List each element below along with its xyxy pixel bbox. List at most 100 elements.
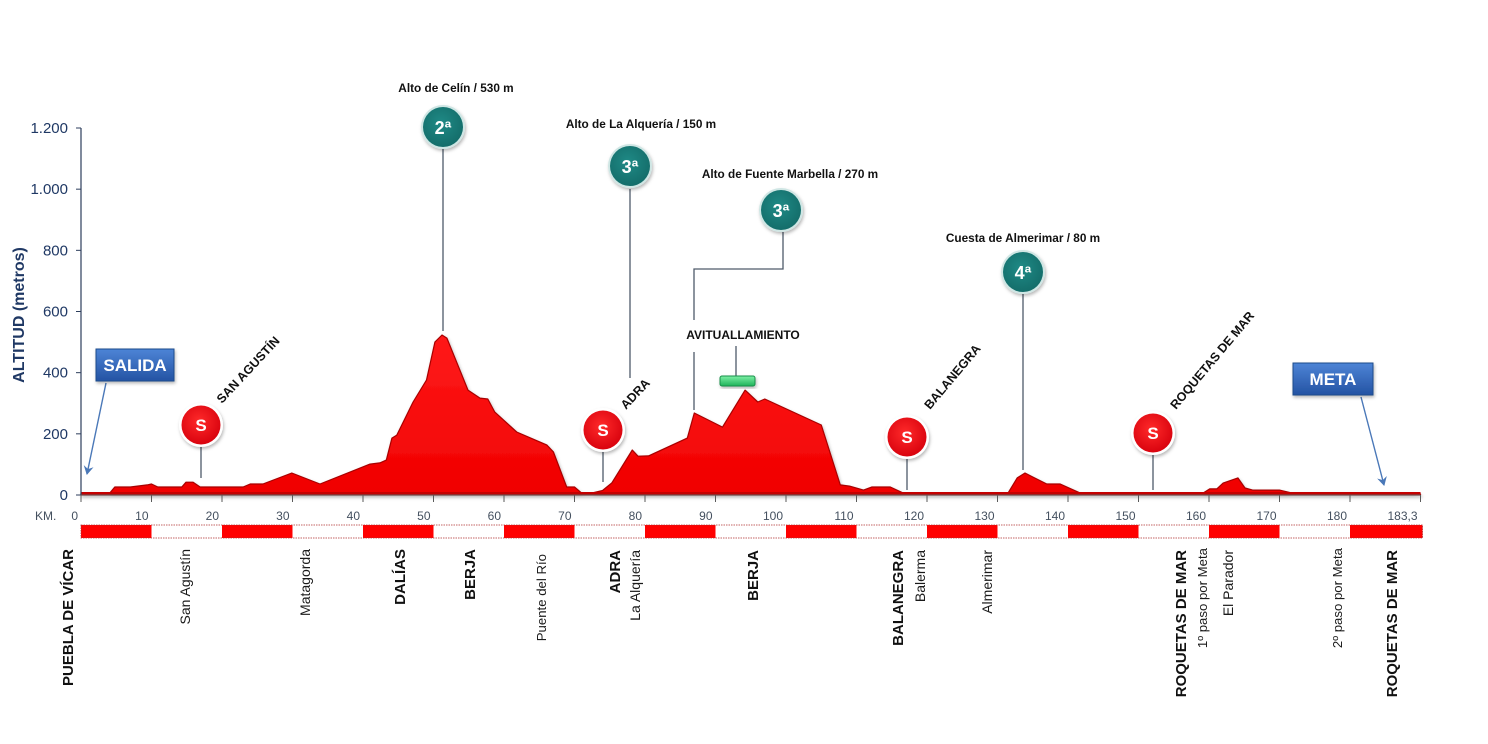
km-bar-segment <box>81 525 152 538</box>
climb-name: Alto de Celín / 530 m <box>398 81 513 95</box>
sprint-icon-letter: S <box>1147 424 1158 443</box>
sprint-marker: S ADRA <box>581 376 653 452</box>
location-label: ADRA <box>607 550 624 593</box>
climb-marker: Alto de Fuente Marbella / 270 m 3ª <box>702 167 878 232</box>
km-bar-segment <box>574 525 645 538</box>
km-bar-segment <box>786 525 857 538</box>
finish-box <box>1292 362 1374 396</box>
x-tick-label: 140 <box>1045 509 1065 523</box>
x-tick-label: 0 <box>71 509 78 523</box>
y-axis-title: ALTITUD (metros) <box>11 247 28 383</box>
location-label: Balerma <box>912 550 928 602</box>
x-tick-label: 30 <box>276 509 290 523</box>
location-label: BERJA <box>745 550 762 601</box>
profile-baseline <box>81 492 1421 495</box>
y-tick-label: 1.200 <box>30 120 68 137</box>
y-tick-label: 400 <box>43 365 68 382</box>
km-bar-segment <box>1138 525 1209 538</box>
x-tick-label: 160 <box>1186 509 1206 523</box>
climb-marker: Alto de La Alquería / 150 m 3ª <box>566 117 716 188</box>
km-bar-segment <box>292 525 363 538</box>
y-tick-label: 200 <box>43 426 68 443</box>
climb-name: Alto de Fuente Marbella / 270 m <box>702 167 878 181</box>
start-label: SALIDA <box>103 356 166 375</box>
location-label: Matagorda <box>297 549 313 616</box>
finish-label: META <box>1310 370 1357 389</box>
location-label: PUEBLA DE VÍCAR <box>60 549 77 686</box>
location-label: 2º paso por Meta <box>1330 547 1345 648</box>
sprint-name: BALANEGRA <box>922 342 984 412</box>
sprint-icon <box>1133 413 1173 453</box>
feed-zone-label: AVITUALLAMIENTO <box>686 328 800 342</box>
location-label: Puente del Río <box>534 554 549 641</box>
x-tick-label: 100 <box>763 509 783 523</box>
location-label: Almerimar <box>979 550 995 614</box>
sprint-name: SAN AGUSTÍN <box>213 333 282 406</box>
km-bar-segment <box>856 525 927 538</box>
climb-category: 3ª <box>622 157 639 177</box>
finish-arrow-icon <box>1360 396 1387 486</box>
km-bar-segment <box>645 525 716 538</box>
feed-zone-icon <box>719 375 756 387</box>
location-label: ROQUETAS DE MAR <box>1384 550 1401 697</box>
x-tick-label: 120 <box>904 509 924 523</box>
km-axis-label: KM. <box>35 509 56 523</box>
start-arrow-icon <box>83 382 107 475</box>
sprint-icon-letter: S <box>901 428 912 447</box>
km-bar-segment <box>1068 525 1139 538</box>
climb-marker: Cuesta de Almerimar / 80 m 4ª <box>946 231 1100 294</box>
chart-axes: 0 200 400 600 800 1.000 1.200 0 10 20 30 40 50 60 70 80… <box>30 120 1421 523</box>
y-tick-label: 600 <box>43 304 68 321</box>
km-bar-segment <box>151 525 222 538</box>
sprint-icon <box>583 410 623 450</box>
feed-zone-marker: AVITUALLAMIENTO <box>686 328 800 387</box>
sprint-icon-letter: S <box>597 421 608 440</box>
y-tick-label: 1.000 <box>30 181 68 198</box>
km-bar-segment <box>1209 525 1280 538</box>
y-tick-label: 0 <box>60 487 68 504</box>
x-tick-label: 70 <box>558 509 572 523</box>
sprint-marker: S ROQUETAS DE MAR <box>1131 309 1257 455</box>
location-label: ROQUETAS DE MAR <box>1173 550 1190 697</box>
climb-marker: Alto de Celín / 530 m 2ª <box>398 81 514 149</box>
location-label: La Alquería <box>627 550 643 621</box>
x-tick-label: 60 <box>488 509 502 523</box>
km-bar-segment <box>715 525 786 538</box>
climb-name: Alto de La Alquería / 150 m <box>566 117 716 131</box>
x-tick-label: 90 <box>699 509 713 523</box>
x-tick-label: 180 <box>1327 509 1347 523</box>
km-bar-segment <box>504 525 575 538</box>
y-tick-label: 800 <box>43 242 68 259</box>
x-tick-label: 40 <box>347 509 361 523</box>
mountain-category-icon <box>761 190 801 230</box>
mountain-category-icon <box>423 107 463 147</box>
sprint-marker: S SAN AGUSTÍN <box>179 333 283 447</box>
climb-name: Cuesta de Almerimar / 80 m <box>946 231 1100 245</box>
x-tick-label: 80 <box>629 509 643 523</box>
climb-category: 3ª <box>773 201 790 221</box>
sprint-icon-letter: S <box>195 416 206 435</box>
location-label: BALANEGRA <box>890 550 907 646</box>
sprint-marker: S BALANEGRA <box>885 342 984 459</box>
x-tick-label: 130 <box>974 509 994 523</box>
location-label: San Agustín <box>177 549 193 625</box>
elevation-profile-area <box>80 334 1422 496</box>
km-bar-segment <box>997 525 1068 538</box>
x-tick-label: 183,3 <box>1387 509 1417 523</box>
climb-category: 2ª <box>435 118 452 138</box>
leader-line-fuente-marbella <box>693 232 784 320</box>
start-box <box>95 348 175 382</box>
sprint-icon <box>887 417 927 457</box>
x-tick-label: 110 <box>834 509 853 523</box>
sprint-name: ADRA <box>618 376 653 412</box>
x-tick-label: 170 <box>1256 509 1276 523</box>
km-scale-bar <box>80 524 1423 539</box>
x-tick-label: 10 <box>135 509 149 523</box>
location-label: El Parador <box>1220 550 1236 616</box>
mountain-category-icon <box>1003 252 1043 292</box>
km-bar-segment <box>433 525 504 538</box>
km-bar-segment <box>1279 525 1350 538</box>
x-tick-label: 150 <box>1115 509 1135 523</box>
